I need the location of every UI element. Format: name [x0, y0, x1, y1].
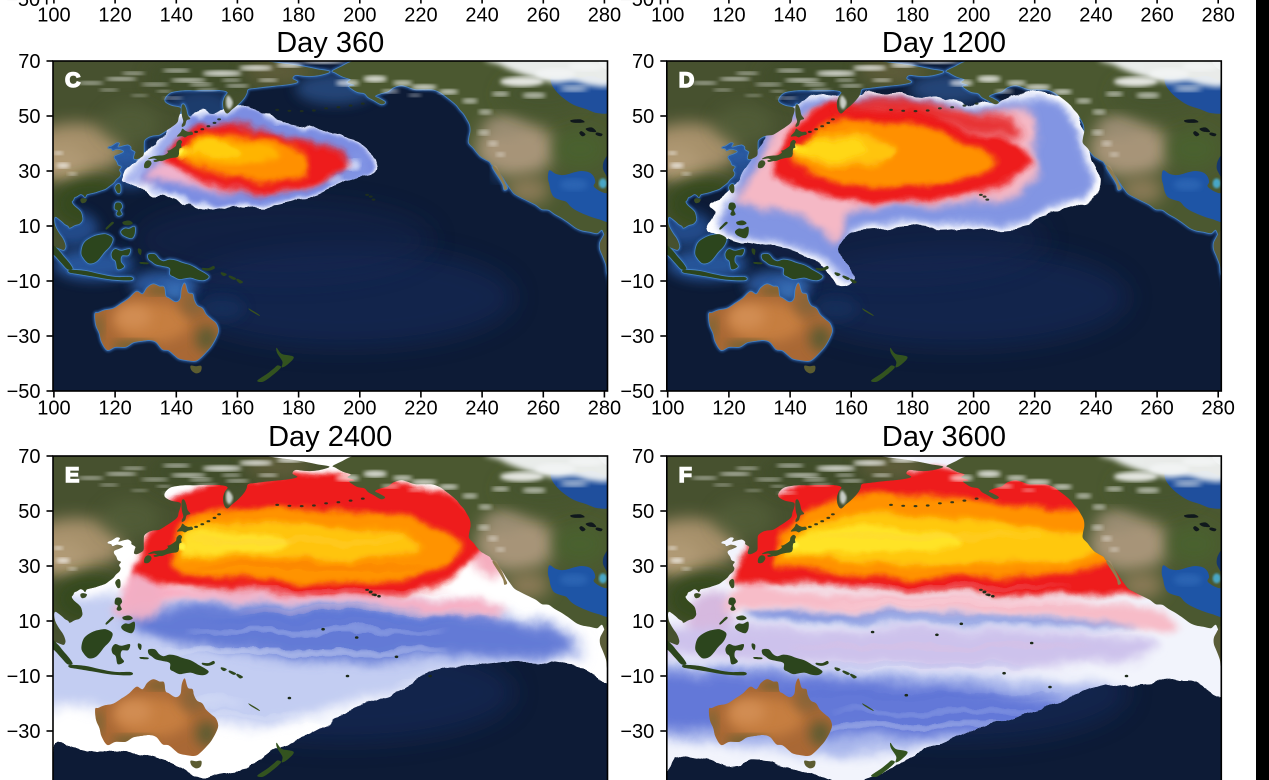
- svg-text:70: 70: [632, 51, 654, 73]
- svg-text:240: 240: [1079, 398, 1112, 420]
- svg-text:100: 100: [37, 5, 70, 27]
- svg-text:30: 30: [18, 161, 40, 183]
- svg-text:240: 240: [1079, 5, 1112, 27]
- svg-text:C: C: [65, 68, 81, 92]
- svg-text:−30: −30: [7, 326, 41, 348]
- svg-text:−50: −50: [7, 381, 41, 403]
- svg-text:220: 220: [404, 5, 437, 27]
- svg-text:50: 50: [632, 106, 654, 128]
- svg-text:180: 180: [282, 398, 315, 420]
- svg-text:260: 260: [1140, 5, 1173, 27]
- svg-text:200: 200: [343, 398, 376, 420]
- svg-text:180: 180: [282, 5, 315, 27]
- svg-text:100: 100: [651, 398, 684, 420]
- svg-text:240: 240: [465, 5, 498, 27]
- svg-text:−10: −10: [7, 271, 41, 293]
- svg-text:240: 240: [465, 398, 498, 420]
- svg-text:120: 120: [98, 5, 131, 27]
- svg-text:280: 280: [588, 398, 621, 420]
- svg-text:120: 120: [712, 398, 745, 420]
- svg-text:140: 140: [160, 398, 193, 420]
- svg-text:10: 10: [18, 611, 40, 633]
- svg-text:D: D: [679, 68, 695, 92]
- svg-text:50: 50: [18, 106, 40, 128]
- svg-text:−10: −10: [620, 271, 654, 293]
- svg-text:260: 260: [527, 5, 560, 27]
- svg-text:Day 3600: Day 3600: [882, 421, 1006, 453]
- svg-text:200: 200: [343, 5, 376, 27]
- svg-text:160: 160: [835, 5, 868, 27]
- svg-text:−30: −30: [620, 721, 654, 743]
- svg-text:200: 200: [957, 398, 990, 420]
- svg-text:180: 180: [896, 398, 929, 420]
- svg-text:280: 280: [1202, 5, 1235, 27]
- svg-text:−50: −50: [620, 0, 654, 11]
- svg-text:−10: −10: [7, 666, 41, 688]
- svg-text:100: 100: [651, 5, 684, 27]
- svg-text:10: 10: [18, 216, 40, 238]
- svg-text:−10: −10: [620, 666, 654, 688]
- svg-text:−50: −50: [6, 0, 40, 11]
- svg-text:280: 280: [1202, 398, 1235, 420]
- svg-text:50: 50: [18, 501, 40, 523]
- svg-text:30: 30: [18, 556, 40, 578]
- svg-text:70: 70: [18, 446, 40, 468]
- svg-text:70: 70: [18, 51, 40, 73]
- svg-text:10: 10: [632, 611, 654, 633]
- svg-text:280: 280: [588, 5, 621, 27]
- svg-text:70: 70: [632, 446, 654, 468]
- svg-text:160: 160: [221, 5, 254, 27]
- svg-text:220: 220: [1018, 398, 1051, 420]
- svg-text:220: 220: [404, 398, 437, 420]
- svg-text:Day 2400: Day 2400: [268, 421, 392, 453]
- svg-text:140: 140: [773, 5, 806, 27]
- svg-text:200: 200: [957, 5, 990, 27]
- svg-text:F: F: [679, 463, 692, 487]
- svg-text:260: 260: [1140, 398, 1173, 420]
- svg-text:120: 120: [712, 5, 745, 27]
- svg-text:10: 10: [632, 216, 654, 238]
- svg-text:Day 1200: Day 1200: [882, 27, 1006, 59]
- svg-text:120: 120: [98, 398, 131, 420]
- svg-text:E: E: [65, 463, 79, 487]
- svg-text:140: 140: [773, 398, 806, 420]
- svg-text:180: 180: [896, 5, 929, 27]
- svg-text:160: 160: [221, 398, 254, 420]
- svg-text:260: 260: [527, 398, 560, 420]
- svg-text:30: 30: [632, 556, 654, 578]
- svg-text:220: 220: [1018, 5, 1051, 27]
- svg-text:Day 360: Day 360: [276, 27, 384, 59]
- svg-text:−30: −30: [620, 326, 654, 348]
- svg-text:100: 100: [37, 398, 70, 420]
- svg-text:160: 160: [835, 398, 868, 420]
- svg-text:30: 30: [632, 161, 654, 183]
- svg-text:−30: −30: [7, 721, 41, 743]
- svg-text:50: 50: [632, 501, 654, 523]
- svg-text:−50: −50: [620, 381, 654, 403]
- svg-text:140: 140: [160, 5, 193, 27]
